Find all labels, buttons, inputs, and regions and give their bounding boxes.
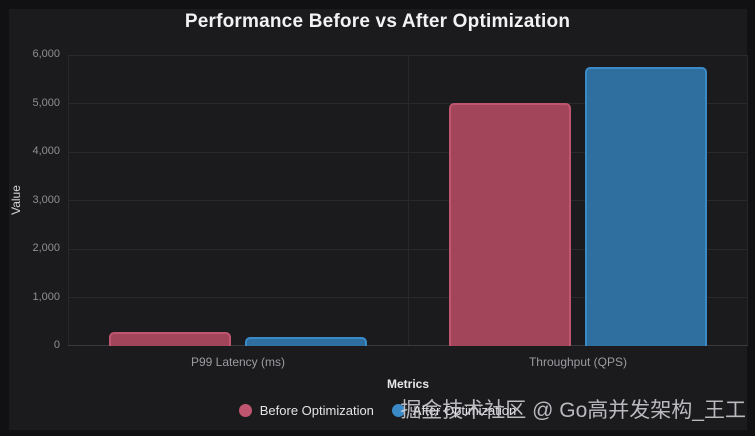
legend-item-before-optimization[interactable]: Before Optimization <box>238 403 374 418</box>
y-axis-tick-label: 0 <box>53 339 60 351</box>
x-axis-title: Metrics <box>386 377 430 391</box>
y-axis-tick-label: 6,000 <box>32 48 60 60</box>
bar-before-group-1[interactable] <box>449 103 571 346</box>
category-split-line <box>747 55 748 346</box>
y-axis-tick-label: 1,000 <box>32 290 60 303</box>
x-axis-tick-label: Throughput (QPS) <box>528 355 628 369</box>
bar-after-group-1[interactable] <box>585 67 707 346</box>
y-axis-tick-label: 2,000 <box>32 242 60 254</box>
plot-area: 0 1,000 2,000 3,000 4,000 5,000 6,000 P99 Laten… <box>32 48 748 369</box>
legend-label: After Optimization <box>412 403 517 418</box>
watermark-text: 掘金技术社区 @ Go高并发架构_王工 <box>400 399 746 422</box>
x-axis-tick-label: P99 Latency (ms) <box>190 355 286 369</box>
after-series-marker-icon <box>391 404 405 417</box>
y-axis-tick-label: 4,000 <box>32 145 60 157</box>
chart-title: Performance Before vs After Optimization <box>184 11 571 32</box>
legend: Before Optimization After Optimization <box>0 403 755 418</box>
legend-label: Before Optimization <box>259 403 374 418</box>
before-series-marker-icon <box>238 404 252 417</box>
y-axis-tick-label: 5,000 <box>32 96 60 109</box>
y-axis-tick-label: 3,000 <box>32 193 60 206</box>
legend-item-after-optimization[interactable]: After Optimization <box>391 403 517 418</box>
bar-before-group-0[interactable] <box>109 332 231 346</box>
x-axis-line <box>68 345 748 346</box>
category-split-line <box>408 55 409 346</box>
bar-after-group-0[interactable] <box>245 337 367 346</box>
category-split-line <box>68 55 69 346</box>
